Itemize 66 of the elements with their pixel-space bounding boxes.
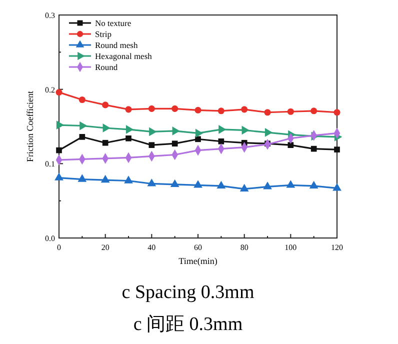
y-tick-label: 0.0 (45, 234, 55, 243)
point (56, 89, 62, 96)
point (310, 108, 318, 114)
point (149, 127, 157, 136)
x-tick-label: 0 (57, 243, 61, 252)
point (287, 108, 294, 115)
point (126, 135, 132, 142)
point (288, 142, 294, 148)
point (334, 146, 340, 152)
point (264, 128, 273, 137)
y-tick-label: 0.1 (45, 160, 55, 169)
point (102, 102, 109, 108)
point (126, 125, 134, 134)
point (216, 180, 226, 189)
x-axis-title: Time(min) (178, 256, 218, 266)
point (332, 183, 342, 191)
point (78, 174, 87, 182)
x-tick-label: 40 (148, 243, 156, 252)
x-tick-label: 100 (284, 243, 297, 252)
point (309, 180, 318, 189)
point (264, 109, 271, 116)
y-tick-label: 0.3 (45, 11, 55, 20)
point (124, 176, 133, 184)
point (195, 128, 204, 138)
point (172, 140, 178, 147)
legend-label: Round mesh (95, 40, 138, 50)
point (218, 138, 224, 144)
point (78, 96, 86, 104)
legend-label: Strip (95, 29, 112, 39)
point (170, 179, 180, 188)
point (125, 106, 132, 113)
point (54, 172, 64, 180)
point (79, 134, 86, 140)
point (195, 136, 201, 142)
point (286, 180, 296, 188)
point (102, 124, 110, 132)
point (56, 147, 62, 154)
legend-label: Round (95, 62, 118, 72)
point (100, 174, 110, 183)
point (263, 182, 272, 190)
y-tick-label: 0.2 (45, 85, 55, 94)
point (148, 105, 155, 112)
point (56, 120, 64, 130)
legend-label: No texture (95, 18, 132, 28)
x-tick-label: 20 (101, 243, 110, 252)
point (172, 105, 178, 112)
point (242, 126, 250, 135)
point (241, 106, 248, 113)
point (80, 121, 88, 130)
point (147, 178, 156, 186)
point (334, 109, 340, 116)
point (148, 142, 155, 148)
point (194, 180, 202, 188)
point (218, 125, 226, 134)
x-tick-label: 60 (194, 243, 202, 252)
text: c Spacing 0.3mm (122, 282, 254, 303)
point (218, 108, 224, 114)
x-tick-label: 120 (331, 243, 343, 252)
point (102, 140, 108, 146)
y-axis-title: Friction Coefficient (25, 90, 35, 162)
x-tick-label: 80 (240, 243, 248, 252)
point (172, 126, 180, 136)
point (240, 184, 249, 192)
text: c 间距 0.3mm (133, 314, 243, 335)
point (194, 106, 202, 114)
legend-label: Hexagonal mesh (95, 51, 153, 61)
